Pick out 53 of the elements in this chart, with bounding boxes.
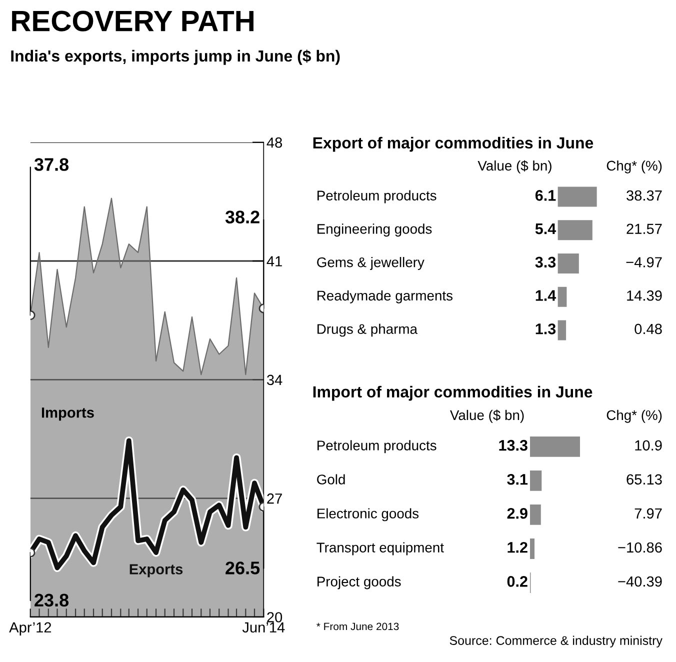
y-tick-label: 41 [266,256,282,266]
y-tick-label: Electronic goods [318,508,419,522]
y-tick-label: 27 [267,493,282,504]
text: Chg* (%) [606,160,662,174]
text: −10.86 [618,542,662,553]
y-tick-label: Drugs & pharma [318,324,418,337]
y-tick-label: Gems & jewellery [317,257,424,270]
y-tick-label: Petroleum products [318,190,436,204]
annotation: 23.8 [34,594,69,607]
chart-title: Import of major commodities in June [313,386,592,401]
text: 38.37 [626,190,662,201]
data-label: 2.9 [507,508,528,519]
text: −4.97 [626,257,662,268]
y-tick-label: Transport equipment [316,542,444,556]
data-label: 3.3 [535,256,556,268]
x-tick-label: Apr’12 [9,622,52,636]
series-label: Exports [130,564,183,578]
text: 65.13 [626,474,662,485]
text: −40.39 [618,576,662,587]
x-tick-label: Jun’14 [242,622,285,633]
data-label: 0.2 [507,576,528,587]
y-tick-label: 34 [266,374,282,386]
annotation: 38.2 [225,210,260,224]
x-axis-title: Value ($ bn) [478,160,552,174]
y-tick-label: Petroleum products [318,440,436,454]
y-tick-label: Project goods [318,576,401,590]
data-label: 1.2 [508,542,528,553]
annotation: 26.5 [226,562,260,574]
text: * From June 2013 [316,622,399,630]
text: 7.97 [634,508,662,519]
y-tick-label: Engineering goods [318,224,432,237]
data-label: 1.3 [536,323,556,334]
text: 0.48 [634,324,662,334]
source-note: Source: Commerce & industry ministry [450,636,662,648]
annotation: 37.8 [34,158,69,171]
data-label: 13.3 [499,440,528,451]
y-tick-label: 20 [267,612,282,622]
x-axis-title: Value ($ bn) [450,410,524,423]
chart-subtitle: India's exports, imports jump in June ($ bn) [11,50,340,65]
data-label: 6.1 [535,190,556,201]
series-label: Imports [42,408,94,421]
y-tick-label: 48 [266,137,282,148]
chart-title: Export of major commodities in June [313,136,594,152]
text: 14.39 [627,290,662,301]
data-label: 1.4 [536,290,556,301]
chart-title: RECOVERY PATH [12,10,254,32]
data-label: 3.1 [507,474,528,485]
y-tick-label: Gold [317,474,345,484]
text: 10.9 [635,440,662,451]
y-tick-label: Readymade garments [318,290,453,304]
text: 21.57 [626,224,662,234]
text: Chg* (%) [606,410,662,423]
data-label: 5.4 [535,224,556,234]
